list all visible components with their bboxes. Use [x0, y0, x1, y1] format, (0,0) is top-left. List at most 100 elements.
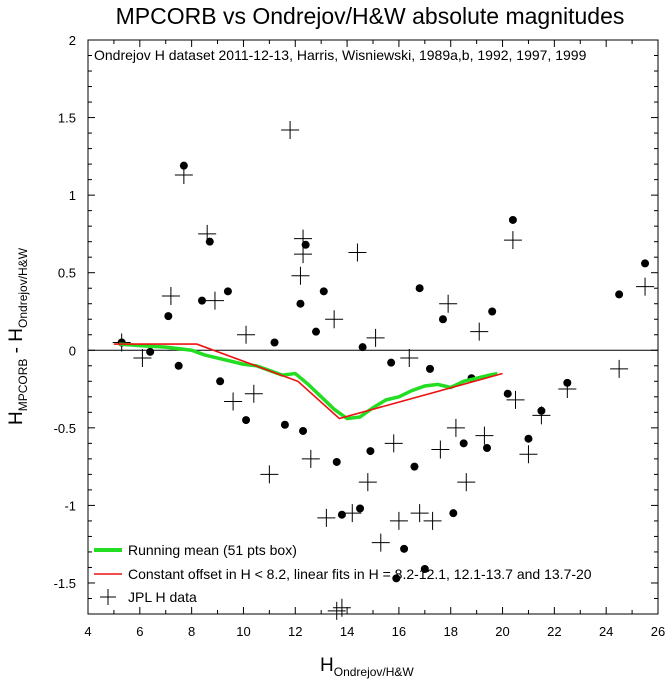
dot-marker	[146, 347, 155, 356]
plus-marker	[244, 384, 263, 403]
plus-marker	[389, 511, 408, 530]
y-tick-label: 1.5	[58, 111, 76, 126]
y-tick-label: -0.5	[54, 421, 76, 436]
dot-marker	[205, 237, 214, 246]
x-tick-label: 18	[443, 624, 457, 639]
dot-marker	[198, 296, 206, 305]
x-tick-label: 24	[599, 624, 613, 639]
running-mean-line	[118, 342, 498, 421]
x-tick-label: 26	[651, 624, 665, 639]
plus-marker	[317, 508, 336, 527]
plus-marker	[325, 310, 344, 329]
dot-marker	[312, 327, 320, 336]
plus-marker	[281, 120, 300, 139]
x-tick-label: 6	[136, 624, 143, 639]
line-layer	[113, 342, 503, 421]
dot-marker	[332, 457, 341, 466]
dot-marker	[356, 504, 365, 513]
dot-marker	[426, 364, 434, 373]
dot-marker	[508, 215, 517, 224]
dot-marker	[358, 343, 367, 352]
dot-marker	[270, 338, 279, 347]
x-tick-label: 14	[340, 624, 354, 639]
plus-marker	[301, 449, 320, 468]
dot-marker	[280, 420, 289, 429]
x-axis-label: HOndrejov/H&W	[320, 655, 414, 679]
plus-marker	[348, 243, 367, 262]
legend: Running mean (51 pts box) Constant offse…	[94, 542, 592, 605]
dot-marker	[449, 509, 458, 518]
dot-marker	[459, 439, 468, 448]
dot-marker	[438, 315, 447, 324]
x-tick-label: 16	[392, 624, 406, 639]
dot-marker	[563, 378, 572, 387]
y-tick-label: 0.5	[58, 266, 76, 281]
x-axis-label-sub: Ondrejov/H&W	[334, 665, 415, 679]
plus-marker	[332, 598, 351, 617]
plus-marker	[610, 359, 629, 378]
dot-marker	[641, 259, 650, 268]
dot-marker	[299, 426, 308, 435]
plus-marker	[133, 349, 152, 368]
axis-ticks: 4 6 8 10 12 14 16 18 20 22 24 26 2 1.5 1 0.5 0 -0.5 -1 -1.5	[54, 33, 666, 639]
dot-marker	[420, 565, 429, 574]
dot-marker	[242, 416, 251, 425]
dot-marker	[483, 444, 491, 453]
plus-marker	[224, 392, 243, 411]
dot-marker	[216, 377, 225, 386]
plus-marker	[371, 533, 390, 552]
y-axis-label-mid: - H	[6, 328, 27, 359]
plus-marker	[410, 504, 429, 523]
plus-marker	[470, 322, 489, 341]
dot-marker	[387, 358, 396, 367]
y-tick-label: 1	[69, 188, 76, 203]
plot-frame	[87, 39, 659, 615]
plus-marker	[506, 390, 525, 409]
x-tick-label: 10	[236, 624, 250, 639]
plus-marker	[205, 291, 224, 310]
chart-title: MPCORB vs Ondrejov/H&W absolute magnitud…	[116, 3, 625, 29]
plus-marker	[503, 231, 522, 250]
dot-marker	[615, 290, 624, 299]
plus-marker	[237, 325, 256, 344]
plus-marker	[446, 418, 465, 437]
x-tick-label: 22	[547, 624, 561, 639]
plus-marker	[358, 473, 377, 492]
plus-marker	[384, 434, 403, 453]
x-tick-label: 8	[188, 624, 195, 639]
dot-marker	[400, 544, 409, 553]
plus-marker	[161, 286, 180, 305]
plus-marker	[291, 266, 310, 285]
dot-marker	[415, 284, 424, 293]
y-tick-label: -1	[64, 498, 76, 513]
plus-marker	[400, 349, 419, 368]
y-axis-label-sub2: Ondrejov/H&W	[16, 247, 30, 328]
plus-marker	[519, 445, 538, 464]
x-tick-label: 20	[495, 624, 509, 639]
x-tick-label: 4	[84, 624, 91, 639]
plus-marker	[260, 465, 279, 484]
dot-marker	[174, 361, 183, 370]
y-tick-label: -1.5	[54, 576, 76, 591]
x-axis-label-main: H	[320, 655, 334, 676]
plus-marker	[457, 473, 476, 492]
dot-marker	[179, 161, 188, 170]
plus-marker	[475, 426, 494, 445]
plus-marker	[439, 294, 458, 313]
dot-marker	[537, 406, 546, 415]
plus-marker	[431, 440, 450, 459]
linear-fit-line	[113, 343, 503, 420]
plus-marker	[327, 601, 346, 620]
dot-marker	[488, 307, 497, 316]
plus-marker	[366, 328, 385, 347]
y-axis-label-sub1: MPCORB	[16, 359, 30, 412]
dot-marker	[319, 287, 328, 296]
legend-label-linear-fits: Constant offset in H < 8.2, linear fits …	[128, 566, 592, 582]
dot-marker	[524, 434, 533, 443]
dot-marker	[366, 447, 375, 456]
dot-marker	[337, 510, 346, 519]
dot-marker	[410, 462, 419, 471]
dot-marker	[503, 389, 512, 398]
legend-label-jpl: JPL H data	[128, 589, 197, 605]
